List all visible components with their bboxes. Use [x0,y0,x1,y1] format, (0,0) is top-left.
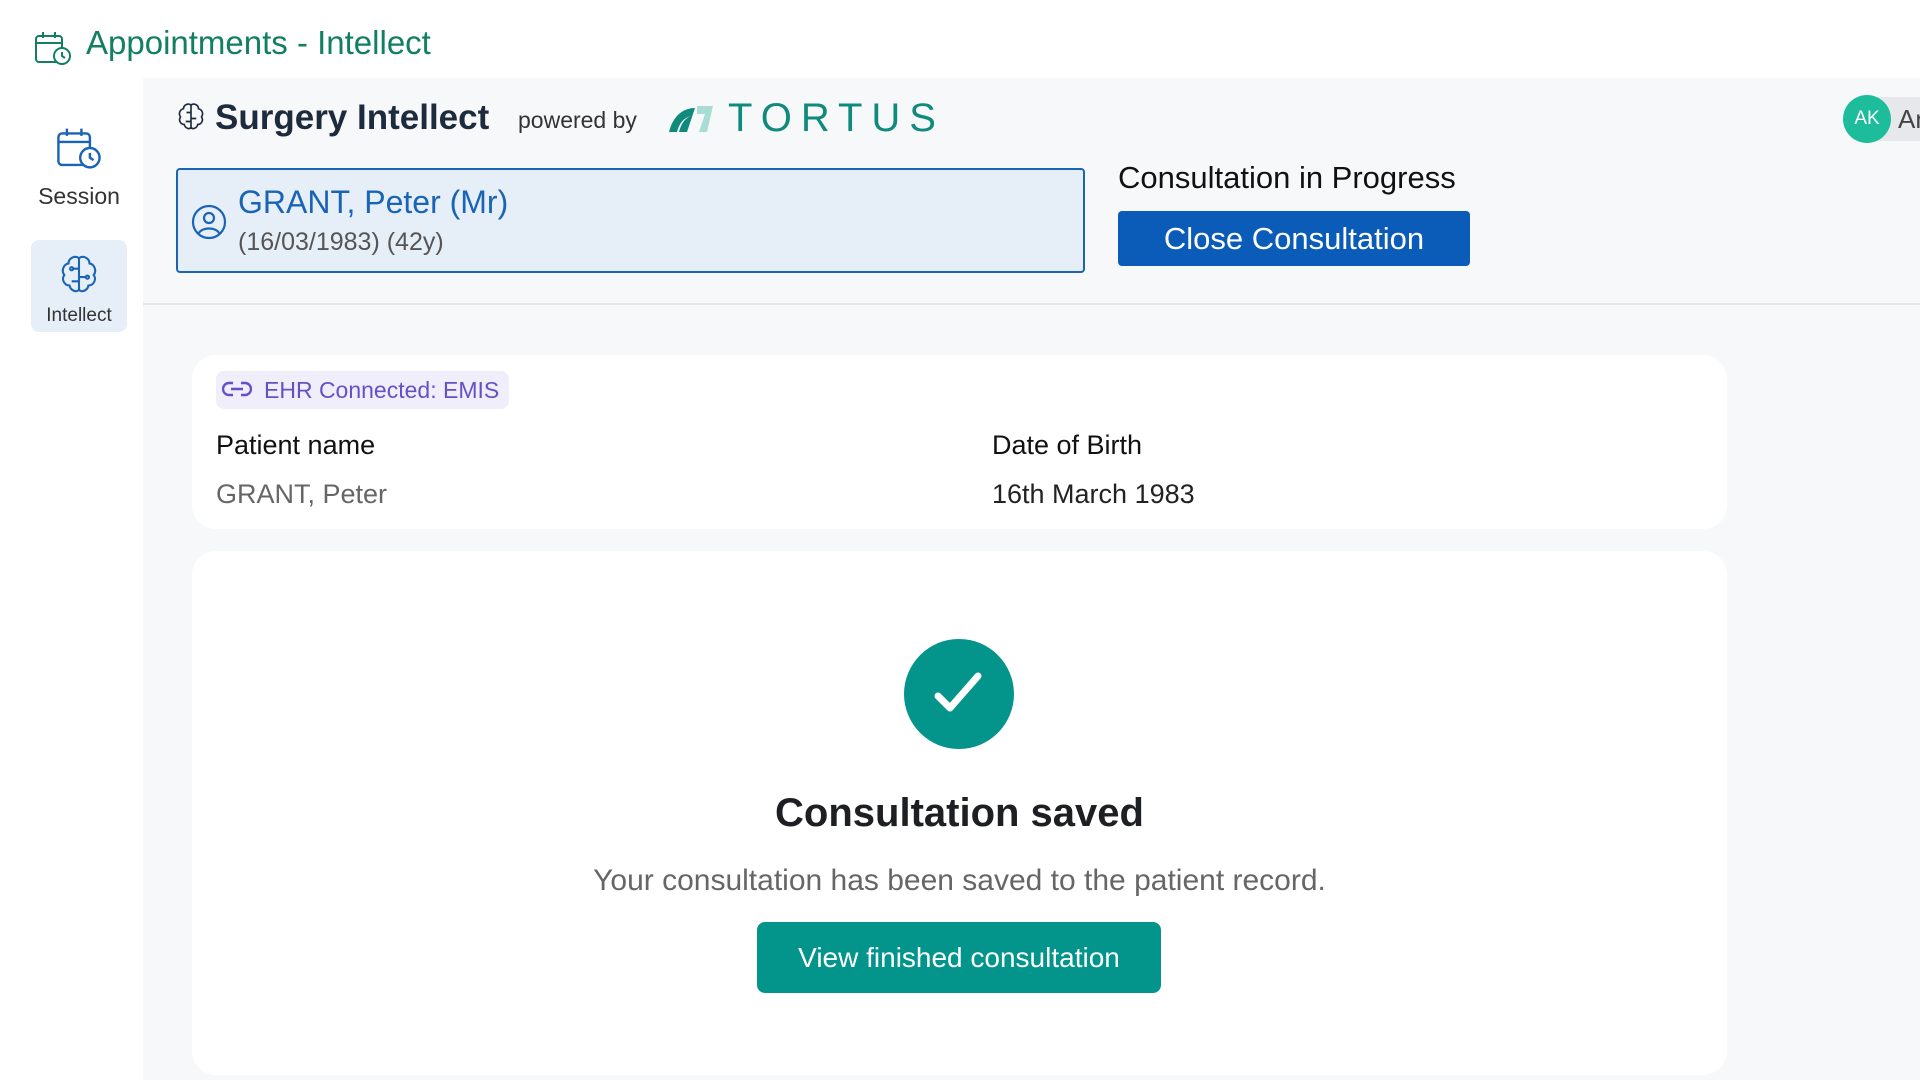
avatar[interactable]: AK [1843,95,1891,143]
ehr-status-badge: EHR Connected: EMIS [216,371,510,409]
patient-banner[interactable]: GRANT, Peter (Mr) (16/03/1983) (42y) [176,168,1085,273]
patient-details-card: EHR Connected: EMIS Patient name GRANT, … [192,355,1727,529]
ehr-status-text: EHR Connected: EMIS [264,376,500,403]
sidebar-item-session[interactable]: Session [31,126,127,216]
saved-card: Consultation saved Your consultation has… [192,551,1727,1075]
brain-icon [58,254,100,301]
brain-icon [176,102,206,137]
calendar-clock-icon [56,126,102,175]
patient-name-value: GRANT, Peter [216,479,388,509]
brand-logo-text: TORTUS [728,96,945,140]
product-name: Surgery Intellect [215,98,490,137]
link-icon [221,377,253,404]
patient-dob-age: (16/03/1983) (42y) [238,228,444,256]
consultation-status: Consultation in Progress [1118,160,1456,195]
calendar-clock-icon [34,30,72,71]
sidebar-item-intellect[interactable]: Intellect [31,240,127,332]
powered-by-label: powered by [518,107,637,133]
close-consultation-button[interactable]: Close Consultation [1118,211,1470,266]
sidebar-item-label: Session [38,183,120,209]
view-finished-consultation-button[interactable]: View finished consultation [757,922,1161,993]
dob-value: 16th March 1983 [992,479,1195,509]
tortus-logo-icon [667,104,717,139]
sidebar-item-label: Intellect [46,305,112,326]
patient-name: GRANT, Peter (Mr) [238,184,509,220]
divider [143,303,1920,305]
patient-name-label: Patient name [216,430,376,460]
saved-title: Consultation saved [775,791,1144,835]
app-title: Appointments - Intellect [86,24,431,61]
check-circle-icon [904,639,1014,749]
saved-message: Your consultation has been saved to the … [593,864,1326,897]
dob-label: Date of Birth [992,430,1143,460]
user-circle-icon [191,204,227,245]
